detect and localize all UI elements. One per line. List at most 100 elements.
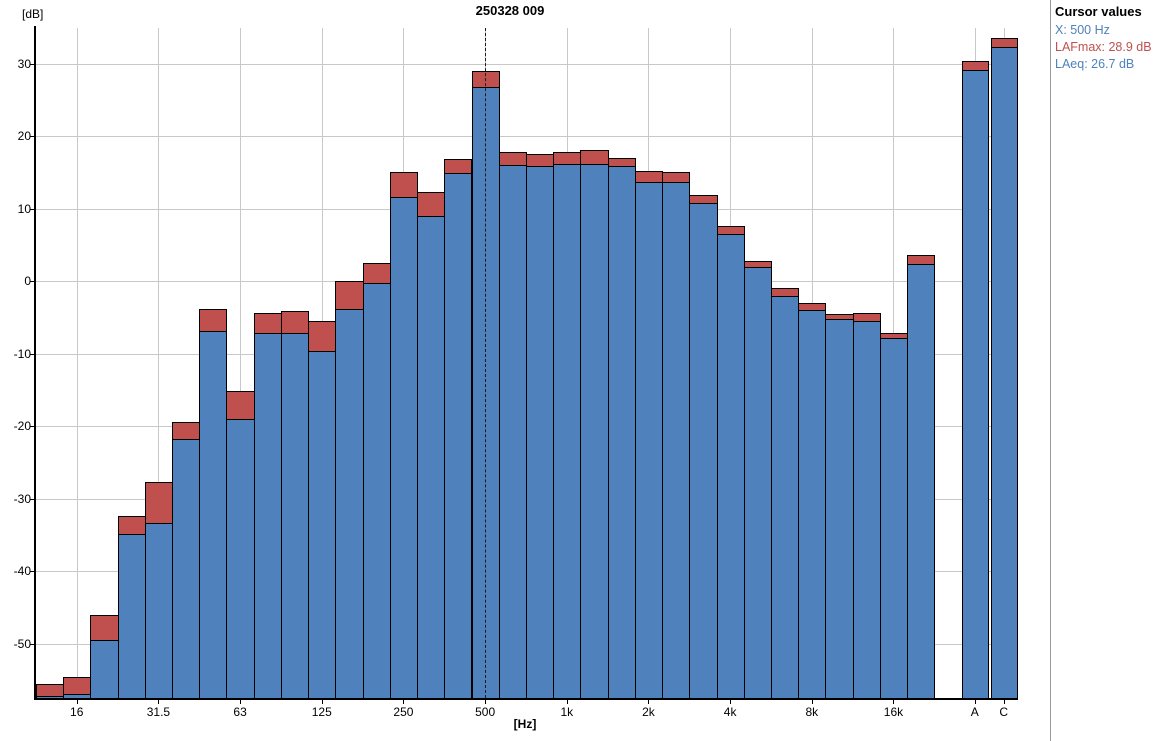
bar-31.5-lafmax-cap[interactable] [144,481,174,525]
x-tick-label: 250 [393,705,414,719]
y-axis-unit-label: [dB] [22,7,44,21]
bar-31.5-laeq[interactable] [144,523,174,699]
bar-C-lafmax-cap[interactable] [990,38,1018,48]
bar-12.5-lafmax-cap[interactable] [35,684,65,698]
bar-1k-lafmax-cap[interactable] [553,151,582,166]
bar-315-lafmax-cap[interactable] [417,191,446,217]
bar-1k-laeq[interactable] [553,164,582,699]
x-tick-label: 63 [233,705,247,719]
y-tick [30,426,35,427]
x-tick [893,700,895,704]
v-gridline [240,28,242,698]
bar-4k-lafmax-cap[interactable] [716,225,745,235]
bar-1.25k-laeq[interactable] [580,163,609,699]
x-tick-label: 8k [805,705,819,719]
bar-A-laeq[interactable] [961,70,989,699]
x-tick [566,700,568,704]
x-tick-label: A [970,705,979,719]
bar-2.5k-lafmax-cap[interactable] [662,172,691,183]
bar-2k-lafmax-cap[interactable] [634,170,664,183]
bar-50-laeq[interactable] [199,331,228,699]
bar-400-laeq[interactable] [444,172,473,699]
bar-160-lafmax-cap[interactable] [335,281,364,311]
x-tick [321,700,323,704]
chart-title: 250328 009 [475,3,545,18]
bar-200-laeq[interactable] [362,283,391,699]
bar-20-lafmax-cap[interactable] [90,615,119,641]
bar-125-lafmax-cap[interactable] [308,320,337,353]
bar-5k-laeq[interactable] [743,267,772,699]
x-tick-label: 4k [723,705,737,719]
bar-800-laeq[interactable] [525,166,555,699]
x-tick-label: 16 [70,705,84,719]
bar-1.25k-lafmax-cap[interactable] [580,149,609,165]
v-gridline [158,28,160,698]
bar-630-lafmax-cap[interactable] [498,151,527,166]
bar-16k-lafmax-cap[interactable] [879,333,909,339]
bar-25-lafmax-cap[interactable] [117,515,146,536]
bar-800-lafmax-cap[interactable] [525,154,555,168]
bar-5k-lafmax-cap[interactable] [743,260,772,269]
x-tick-label: 16k [883,705,904,719]
bar-63-laeq[interactable] [226,418,255,699]
bar-3.15k-laeq[interactable] [689,203,718,699]
bar-40-laeq[interactable] [172,439,201,699]
bar-12.5k-lafmax-cap[interactable] [852,312,881,322]
y-tick-label: -40 [13,564,31,578]
bar-40-lafmax-cap[interactable] [172,421,201,441]
panel-divider [1050,0,1051,741]
x-tick-label: 2k [642,705,655,719]
bar-2k-laeq[interactable] [634,181,664,699]
bar-20k-lafmax-cap[interactable] [907,254,936,265]
h-gridline [35,136,1017,137]
cursor-line[interactable] [485,28,487,698]
bar-50-lafmax-cap[interactable] [199,309,228,333]
bar-C-laeq[interactable] [990,46,1018,699]
y-tick [30,63,35,65]
bar-100-laeq[interactable] [280,333,310,699]
bar-63-lafmax-cap[interactable] [226,391,255,420]
bar-1.6k-laeq[interactable] [607,166,636,699]
cursor-values-panel: Cursor values X: 500 Hz LAFmax: 28.9 dB … [1055,4,1155,73]
bar-10k-laeq[interactable] [825,318,854,699]
x-tick [158,700,160,704]
bar-16-lafmax-cap[interactable] [63,676,92,696]
y-tick [30,136,35,137]
y-tick-label: 20 [17,129,31,143]
bar-6.3k-laeq[interactable] [770,296,800,699]
bar-250-laeq[interactable] [389,196,419,699]
y-tick [30,353,35,355]
cursor-panel-title: Cursor values [1055,4,1142,19]
bar-250-lafmax-cap[interactable] [389,171,419,198]
x-tick [240,700,242,704]
y-tick-label: -50 [13,636,31,651]
bar-315-laeq[interactable] [417,215,446,699]
bar-16k-laeq[interactable] [879,337,909,699]
bar-630-laeq[interactable] [498,165,527,699]
bar-125-laeq[interactable] [308,351,337,699]
bar-12.5k-laeq[interactable] [852,320,881,699]
bar-8k-lafmax-cap[interactable] [798,303,827,311]
bar-10k-lafmax-cap[interactable] [825,314,854,320]
x-tick-label: 500 [475,705,496,719]
bar-A-lafmax-cap[interactable] [961,60,989,72]
cursor-lafmax-value: LAFmax: 28.9 dB [1055,40,1152,54]
bar-2.5k-laeq[interactable] [662,181,691,699]
bar-3.15k-lafmax-cap[interactable] [689,195,718,205]
bar-100-lafmax-cap[interactable] [280,311,310,335]
bar-80-lafmax-cap[interactable] [253,312,282,335]
h-gridline [35,63,1017,65]
bar-25-laeq[interactable] [117,534,146,699]
bar-80-laeq[interactable] [253,333,282,699]
bar-4k-laeq[interactable] [716,233,745,699]
bar-8k-laeq[interactable] [798,310,827,699]
bar-1.6k-lafmax-cap[interactable] [607,158,636,168]
bar-400-lafmax-cap[interactable] [444,159,473,174]
bar-160-laeq[interactable] [335,309,364,699]
bar-6.3k-lafmax-cap[interactable] [770,288,800,298]
x-axis-line [34,697,1018,700]
bar-200-lafmax-cap[interactable] [362,262,391,285]
bar-20-laeq[interactable] [90,639,119,699]
bar-20k-laeq[interactable] [907,263,936,699]
